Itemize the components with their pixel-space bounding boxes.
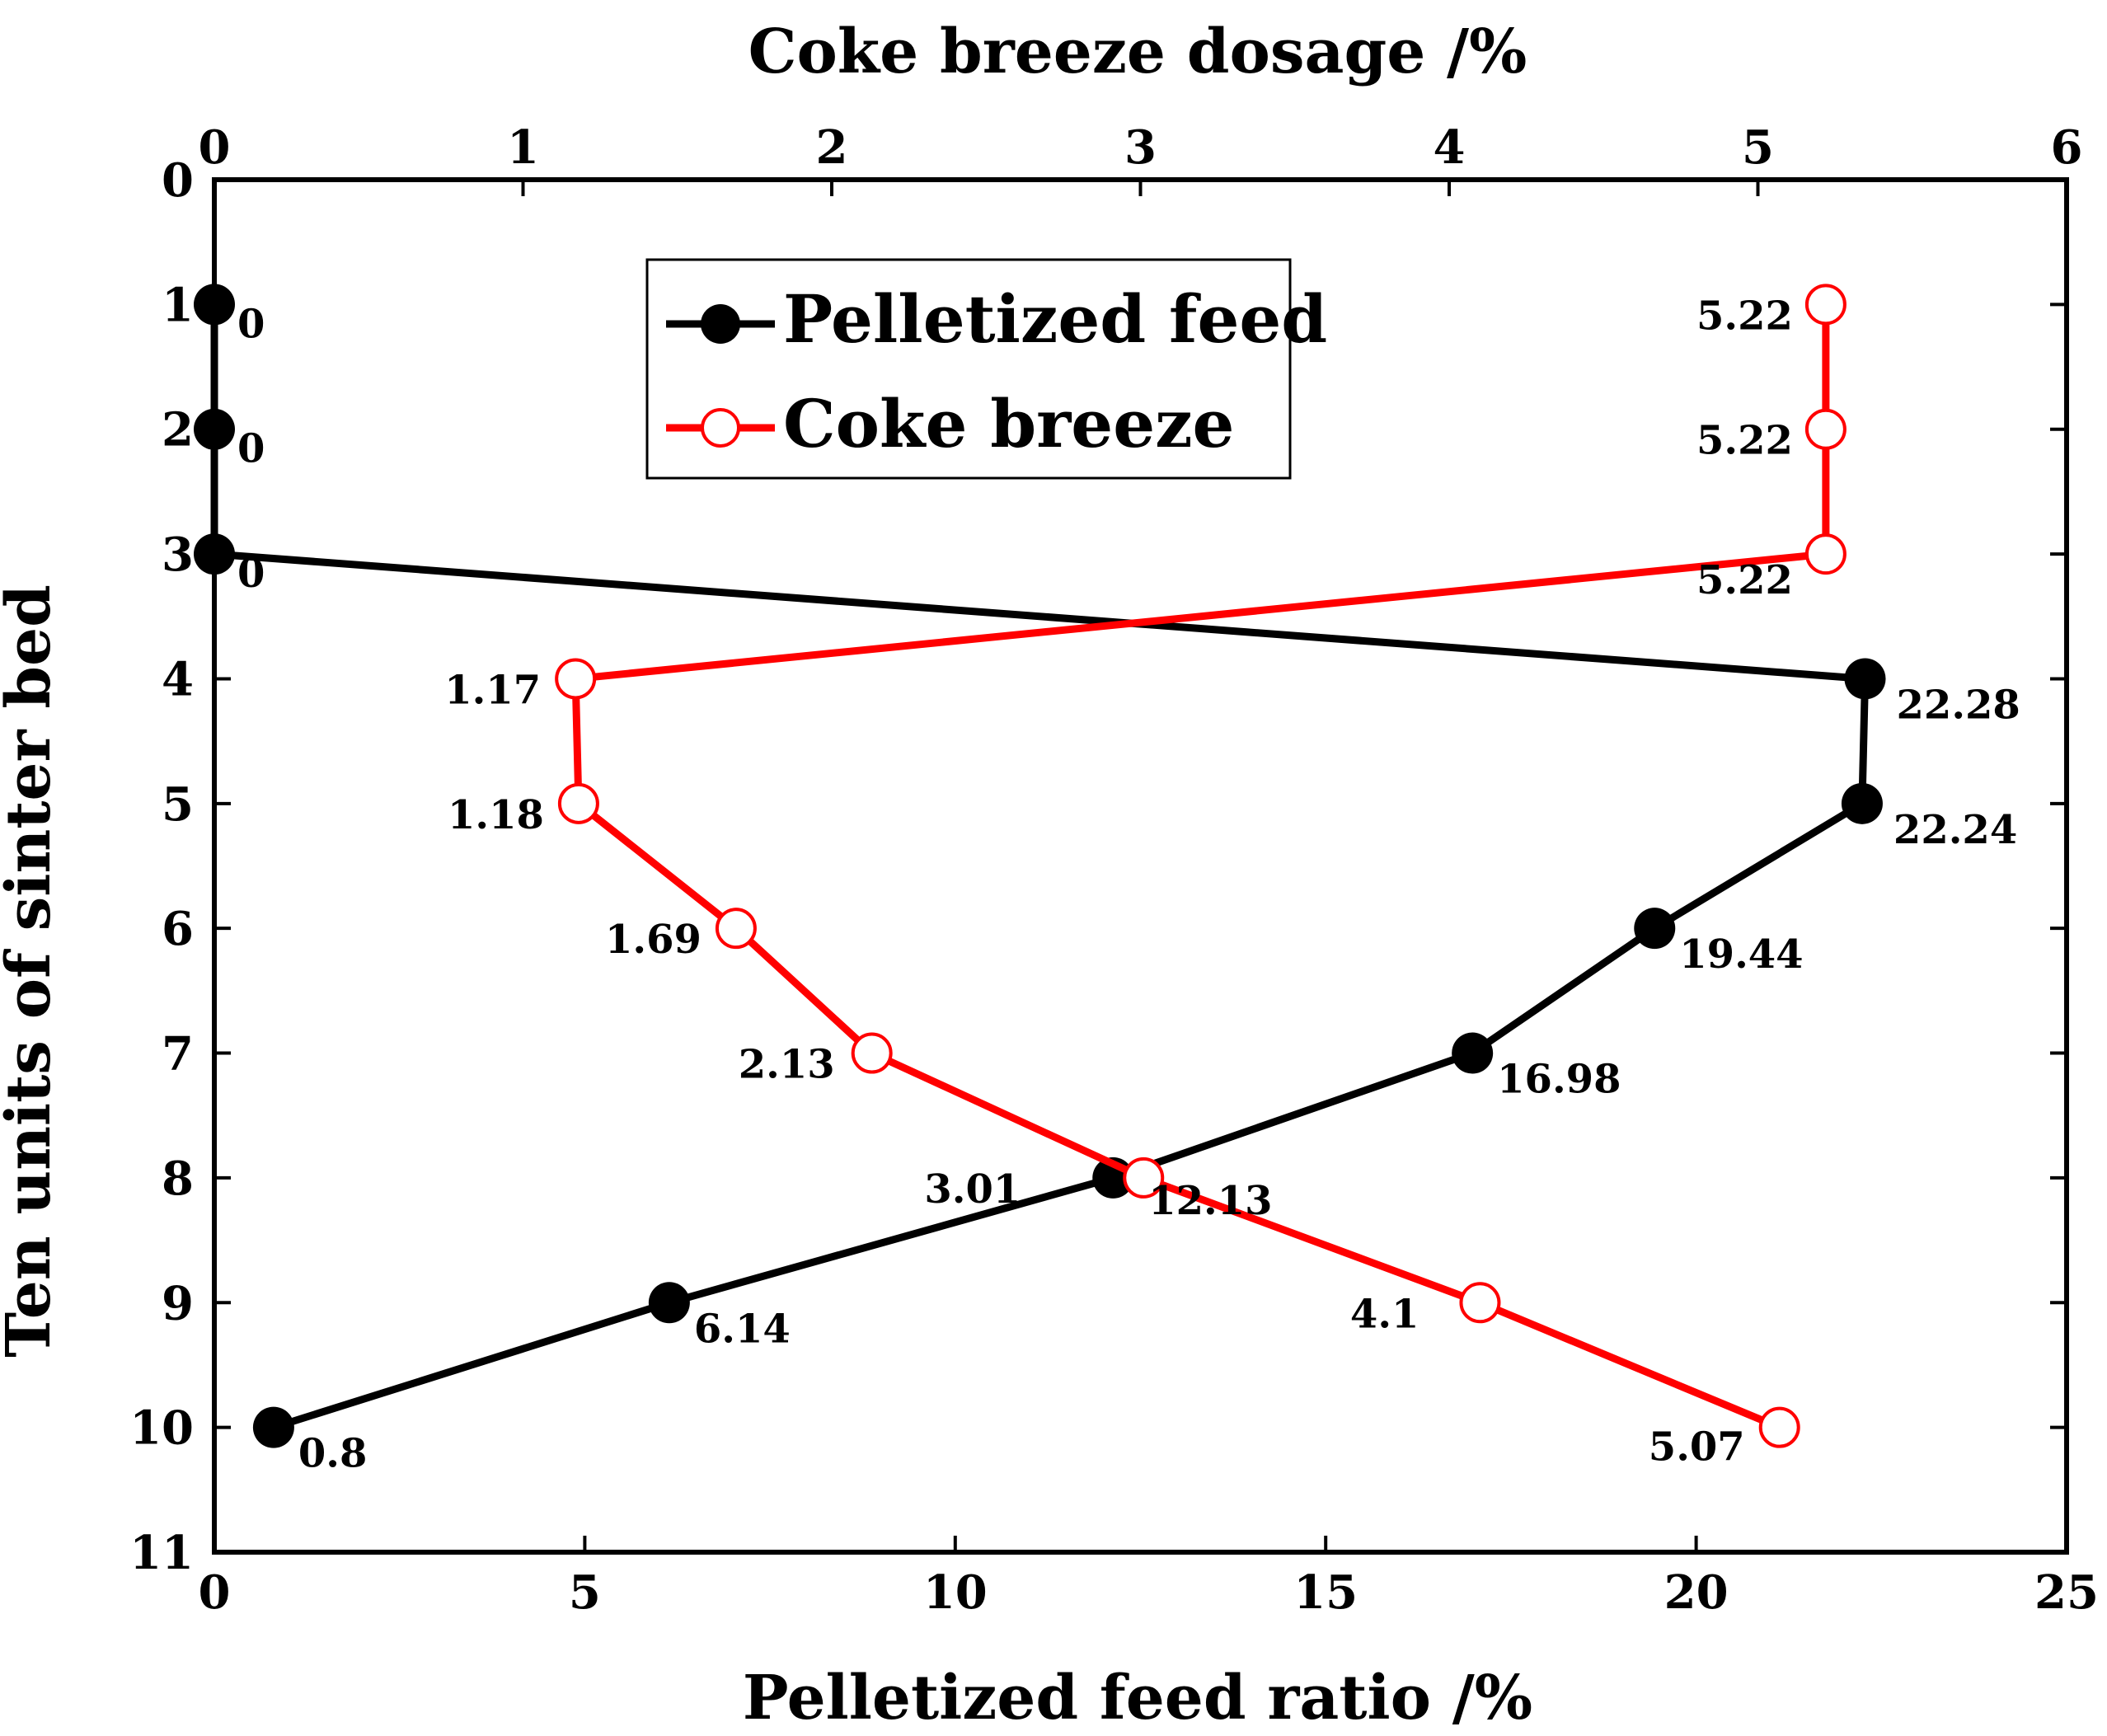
data-label-coke-breeze: 2.13 bbox=[739, 1042, 835, 1088]
data-label-coke-breeze: 5.22 bbox=[1696, 557, 1793, 603]
data-label-coke-breeze: 1.17 bbox=[444, 667, 541, 713]
series-layer bbox=[194, 284, 1886, 1448]
y-tick-label: 8 bbox=[162, 1152, 194, 1206]
data-point-coke-breeze bbox=[1804, 533, 1847, 575]
y-tick-label: 3 bbox=[162, 528, 194, 582]
x-tick-label: 10 bbox=[923, 1565, 988, 1620]
data-label-pelletized-feed: 0 bbox=[237, 426, 265, 472]
legend-marker-coke bbox=[701, 408, 740, 448]
data-label-pelletized-feed: 0 bbox=[237, 551, 265, 597]
data-point-pelletized-feed bbox=[1452, 1032, 1494, 1074]
x-tick-label: 0 bbox=[199, 1565, 231, 1620]
y-tick-label: 9 bbox=[162, 1276, 194, 1330]
x2-tick-label: 0 bbox=[199, 120, 231, 175]
data-point-coke-breeze bbox=[1123, 1157, 1165, 1199]
y-tick-label: 7 bbox=[162, 1027, 194, 1081]
data-point-coke-breeze bbox=[1758, 1406, 1800, 1448]
x2-tick-label: 5 bbox=[1742, 120, 1774, 175]
x2-tick-label: 6 bbox=[2051, 120, 2083, 175]
data-label-coke-breeze: 1.69 bbox=[605, 917, 702, 963]
x-tick-label: 25 bbox=[2034, 1565, 2099, 1620]
data-point-pelletized-feed bbox=[1634, 908, 1676, 950]
series-line-coke-breeze bbox=[571, 304, 1830, 1431]
data-label-pelletized-feed: 22.28 bbox=[1897, 682, 2020, 728]
y-axis-title: Ten units of sinter bed bbox=[0, 584, 64, 1358]
legend-marker-pelletized bbox=[701, 304, 740, 344]
data-point-coke-breeze bbox=[1804, 284, 1847, 326]
data-label-pelletized-feed: 0 bbox=[237, 301, 265, 347]
y-tick-label: 10 bbox=[129, 1401, 194, 1456]
data-point-coke-breeze bbox=[851, 1032, 893, 1074]
data-point-pelletized-feed bbox=[194, 408, 235, 450]
y-tick-label: 11 bbox=[129, 1526, 194, 1580]
legend-box bbox=[645, 258, 1292, 480]
data-point-pelletized-feed bbox=[1841, 782, 1883, 824]
data-point-coke-breeze bbox=[1459, 1282, 1501, 1324]
x2-tick-label: 3 bbox=[1124, 120, 1157, 175]
x2-tick-label: 4 bbox=[1434, 120, 1466, 175]
data-label-pelletized-feed: 3.01 bbox=[924, 1166, 1021, 1213]
data-label-pelletized-feed: 22.24 bbox=[1893, 807, 2017, 853]
data-label-coke-breeze: 5.07 bbox=[1649, 1424, 1745, 1471]
y-tick-label: 2 bbox=[162, 403, 194, 457]
data-label-pelletized-feed: 19.44 bbox=[1679, 931, 1803, 978]
y-tick-label: 1 bbox=[162, 278, 194, 332]
bottom-axis-title: Pelletized feed ratio /% bbox=[743, 1663, 1532, 1734]
data-point-pelletized-feed bbox=[252, 1406, 294, 1448]
x-tick-label: 5 bbox=[569, 1565, 601, 1620]
data-label-coke-breeze: 5.22 bbox=[1696, 418, 1793, 464]
data-point-pelletized-feed bbox=[1844, 658, 1886, 700]
legend-label-coke: Coke breeze bbox=[783, 385, 1234, 462]
top-axis-title: Coke breeze dosage /% bbox=[748, 16, 1527, 87]
labels-layer: 0 0 0 22.28 22.24 19.44 16.98 3.01 6.14 0.8 5.22 5.… bbox=[237, 293, 2020, 1476]
data-label-coke-breeze: 4.1 bbox=[1350, 1291, 1420, 1337]
legend-label-pelletized: Pelletized feed bbox=[783, 280, 1327, 358]
data-label-pelletized-feed: 16.98 bbox=[1497, 1057, 1621, 1103]
series-line-pelletized-feed bbox=[210, 304, 1870, 1431]
x-tick-label: 20 bbox=[1664, 1565, 1729, 1620]
x-tick-label: 15 bbox=[1293, 1565, 1358, 1620]
data-label-pelletized-feed: 0.8 bbox=[298, 1431, 368, 1477]
y-tick-label: 4 bbox=[162, 652, 194, 706]
data-label-coke-breeze: 1.18 bbox=[448, 792, 544, 838]
data-label-coke-breeze: 12.13 bbox=[1148, 1178, 1272, 1224]
y-tick-label: 5 bbox=[162, 777, 194, 832]
legend: Pelletized feed Coke breeze bbox=[645, 258, 1327, 480]
data-point-coke-breeze bbox=[557, 782, 599, 824]
y-tick-label: 0 bbox=[162, 153, 194, 208]
data-point-pelletized-feed bbox=[194, 533, 235, 575]
data-point-coke-breeze bbox=[1804, 408, 1847, 450]
data-label-coke-breeze: 5.22 bbox=[1696, 293, 1793, 339]
data-point-pelletized-feed bbox=[648, 1282, 690, 1324]
data-point-coke-breeze bbox=[555, 658, 597, 700]
y-tick-label: 6 bbox=[162, 902, 194, 956]
data-label-pelletized-feed: 6.14 bbox=[694, 1306, 791, 1352]
x2-tick-label: 2 bbox=[816, 120, 848, 175]
x2-tick-label: 1 bbox=[507, 120, 539, 175]
data-point-pelletized-feed bbox=[194, 284, 235, 326]
data-point-coke-breeze bbox=[715, 908, 757, 950]
